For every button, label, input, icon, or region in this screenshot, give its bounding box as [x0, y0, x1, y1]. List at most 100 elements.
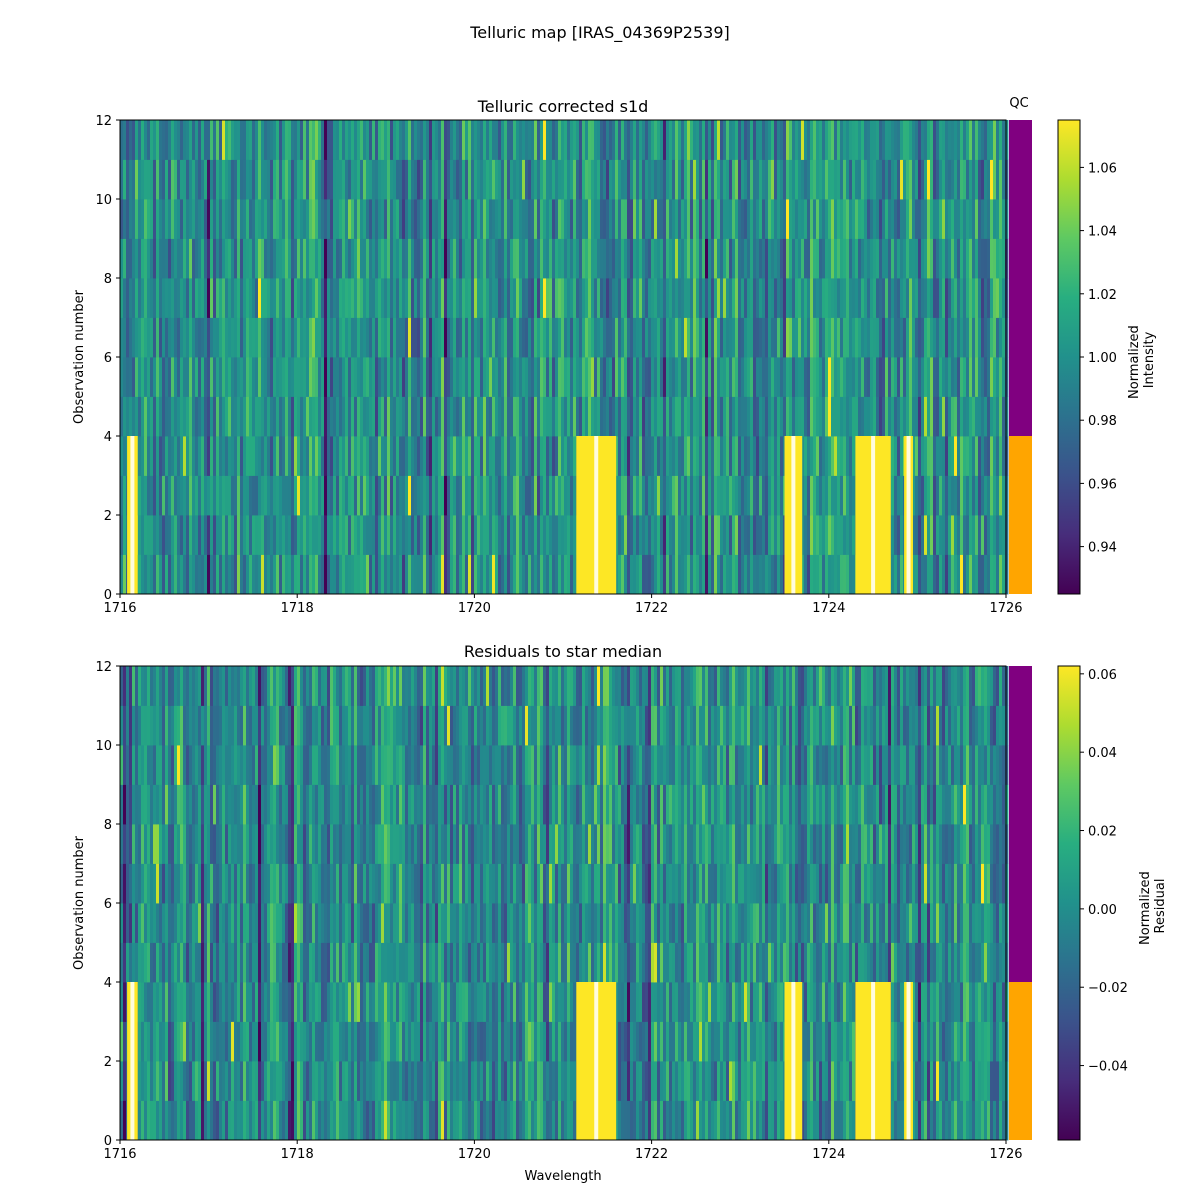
qc-segment: [1009, 436, 1032, 594]
x-tick-label: 1720: [458, 1147, 491, 1162]
colorbar-label-line-2: Intensity: [1142, 331, 1157, 388]
colorbar-tick-label: 0.94: [1088, 541, 1117, 556]
x-tick-label: 1722: [635, 1147, 668, 1162]
saturated-band-core: [791, 982, 796, 1140]
saturated-band-core: [871, 982, 876, 1140]
panel-title: Telluric corrected s1d: [477, 97, 649, 116]
figure-suptitle: Telluric map [IRAS_04369P2539]: [469, 23, 730, 43]
colorbar-ticks: 0.94 0.96 0.98 1.00 1.02 1.04 1.06: [1080, 161, 1117, 556]
x-axis-ticks: 1716 1718 1720 1722 1724 1726: [103, 594, 1023, 616]
saturated-band-core: [906, 436, 911, 594]
observation-row: [120, 120, 1009, 160]
x-axis-ticks: 1716 1718 1720 1722 1724 1726: [103, 1140, 1023, 1162]
x-tick-label: 1720: [458, 601, 491, 616]
y-tick-label: 10: [95, 193, 112, 208]
colorbar-tick-label: 0.96: [1088, 477, 1117, 492]
observation-row: [120, 278, 1009, 318]
observation-row: [120, 745, 1009, 785]
colorbar-tick-label: 0.04: [1088, 746, 1117, 761]
colorbar-label: Normalized Intensity: [1127, 321, 1157, 399]
observation-row: [120, 238, 1009, 279]
colorbar-tick-label: 0.00: [1088, 903, 1117, 918]
heatmap: [120, 120, 1009, 595]
observation-row: [120, 515, 1009, 555]
qc-strip: [1009, 666, 1032, 1140]
y-tick-label: 4: [104, 430, 112, 445]
colorbar: [1057, 665, 1081, 1141]
y-tick-label: 12: [95, 114, 112, 129]
panel-title: Residuals to star median: [464, 642, 662, 661]
observation-row: [120, 903, 1009, 943]
observation-row: [120, 863, 1009, 904]
y-tick-label: 0: [104, 1134, 112, 1149]
y-tick-label: 6: [104, 351, 112, 366]
colorbar-label-line-2: Residual: [1153, 879, 1168, 934]
heatmap: [120, 666, 1009, 1141]
qc-strip: [1009, 120, 1032, 594]
colorbar-tick-label: 1.00: [1088, 351, 1117, 366]
saturated-band-core: [791, 436, 796, 594]
observation-row: [120, 199, 1009, 239]
observation-row: [120, 824, 1009, 864]
panel-telluric-corrected: Telluric corrected s1d 1716 1718 1720 1722 1…: [72, 96, 1157, 616]
y-tick-label: 0: [104, 588, 112, 603]
observation-row: [120, 705, 1009, 746]
observation-row: [120, 1100, 1009, 1141]
observation-row: [120, 436, 1009, 476]
saturated-band-core: [594, 982, 599, 1140]
y-tick-label: 8: [104, 818, 112, 833]
y-tick-label: 6: [104, 897, 112, 912]
y-tick-label: 10: [95, 739, 112, 754]
colorbar-tick-label: 0.98: [1088, 414, 1117, 429]
x-tick-label: 1726: [989, 1147, 1022, 1162]
colorbar-label: Normalized Residual: [1138, 867, 1168, 945]
colorbar-tick-label: 0.06: [1088, 668, 1117, 683]
x-tick-label: 1724: [812, 601, 845, 616]
colorbar-tick-label: 1.02: [1088, 288, 1117, 303]
colorbar-label-line-1: Normalized: [1138, 871, 1153, 945]
x-tick-label: 1716: [103, 1147, 136, 1162]
colorbar-tick-label: 0.02: [1088, 825, 1117, 840]
observation-row: [120, 784, 1009, 825]
panel-residuals: Residuals to star median 1716 1718 1720 172…: [72, 642, 1168, 1184]
observation-row: [120, 666, 1009, 706]
colorbar-tick-label: −0.02: [1088, 981, 1128, 996]
saturated-band-core: [130, 982, 135, 1140]
qc-label: QC: [1009, 96, 1028, 111]
y-axis-label: Observation number: [72, 289, 87, 424]
x-tick-label: 1716: [103, 601, 136, 616]
y-tick-label: 12: [95, 660, 112, 675]
x-axis-label: Wavelength: [524, 1169, 601, 1184]
saturated-band-core: [130, 436, 135, 594]
colorbar: [1057, 119, 1081, 595]
observation-row: [120, 317, 1009, 358]
y-tick-label: 8: [104, 272, 112, 287]
y-tick-label: 2: [104, 1055, 112, 1070]
saturated-band-core: [871, 436, 876, 594]
saturated-band-core: [594, 436, 599, 594]
x-tick-label: 1718: [281, 601, 314, 616]
saturated-band-core: [906, 982, 911, 1140]
colorbar-tick-label: 1.04: [1088, 225, 1117, 240]
colorbar-ticks: −0.04 −0.02 0.00 0.02 0.04 0.06: [1080, 668, 1128, 1075]
y-axis-label: Observation number: [72, 835, 87, 970]
qc-segment: [1009, 120, 1032, 436]
observation-row: [120, 942, 1009, 983]
x-tick-label: 1718: [281, 1147, 314, 1162]
colorbar-label-line-1: Normalized: [1127, 325, 1142, 399]
observation-row: [120, 396, 1009, 437]
y-tick-label: 4: [104, 976, 112, 991]
observation-row: [120, 159, 1009, 200]
y-tick-label: 2: [104, 509, 112, 524]
y-axis-ticks: 0 2 4 6 8 10 12: [95, 660, 120, 1149]
observation-row: [120, 357, 1009, 397]
x-tick-label: 1722: [635, 601, 668, 616]
qc-segment: [1009, 666, 1032, 982]
x-tick-label: 1726: [989, 601, 1022, 616]
colorbar-tick-label: −0.04: [1088, 1060, 1128, 1075]
x-tick-label: 1724: [812, 1147, 845, 1162]
y-axis-ticks: 0 2 4 6 8 10 12: [95, 114, 120, 603]
qc-segment: [1009, 982, 1032, 1140]
colorbar-tick-label: 1.06: [1088, 161, 1117, 176]
